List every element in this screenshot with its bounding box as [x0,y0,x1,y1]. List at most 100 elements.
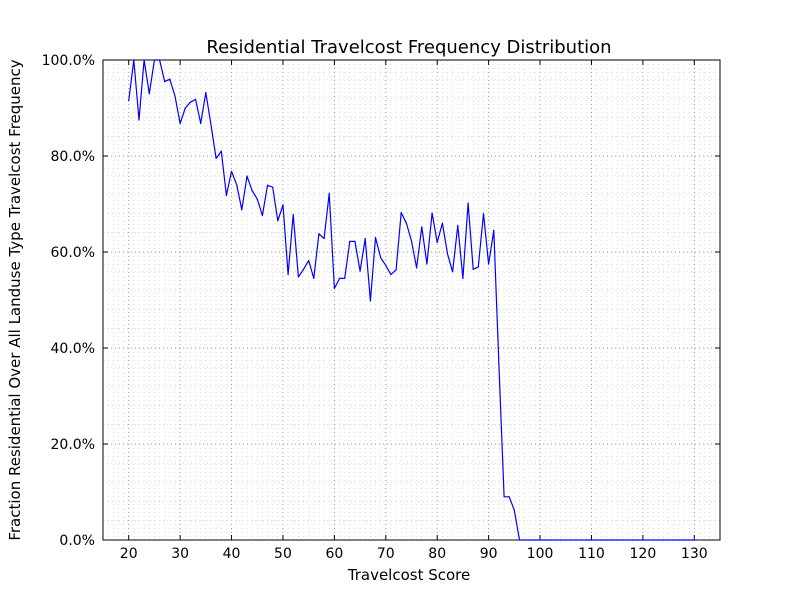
data-point [359,270,361,272]
data-point [328,192,330,195]
data-point [436,241,438,243]
data-point [210,124,212,126]
data-point [529,539,531,541]
data-point [380,257,382,259]
data-point [673,539,675,541]
y-tick-label: 0.0% [59,533,95,549]
data-point [585,539,587,541]
x-tick-label: 120 [630,546,657,562]
data-point [225,194,227,196]
data-point [467,202,469,204]
data-point [133,59,135,61]
data-point [318,233,320,235]
data-point [457,225,459,227]
data-point [606,539,608,541]
data-point [416,267,418,269]
data-point [323,237,325,240]
data-point [503,496,505,498]
data-point [626,539,629,541]
data-point [477,266,479,268]
data-point [421,226,423,228]
data-point [158,59,161,61]
data-point [143,59,145,61]
data-point [565,539,567,541]
data-point [560,539,562,541]
data-point [544,539,546,541]
data-point [596,539,598,541]
data-point [539,539,541,541]
data-point [184,107,186,109]
data-point [631,539,634,541]
data-point [611,539,613,541]
data-point [194,98,197,100]
data-point [395,269,397,271]
data-point [441,222,443,224]
data-point [153,59,156,61]
x-tick-label: 90 [480,546,498,562]
data-point [374,237,377,239]
data-point [405,222,407,224]
data-point [452,271,454,273]
data-point [616,539,618,541]
data-point [446,253,449,255]
data-point [189,101,192,103]
x-tick-label: 30 [171,546,189,562]
data-point [508,496,510,498]
data-point [657,539,659,541]
y-tick-label: 40.0% [51,341,95,357]
y-tick-label: 20.0% [51,437,95,453]
data-point [313,277,315,279]
data-point [164,81,166,83]
data-point [230,170,233,172]
data-point [482,213,485,215]
data-point [590,539,593,541]
plot-area-frame [102,59,721,541]
data-point [236,184,238,186]
data-point [369,300,371,302]
data-point [652,539,654,541]
data-point [642,539,644,541]
data-point [554,539,557,541]
x-tick-label: 60 [325,546,343,562]
data-point [426,263,428,265]
data-point [333,287,335,290]
y-axis-label: Fraction Residential Over All Landuse Ty… [6,59,24,540]
y-tick-label: 100.0% [42,53,95,69]
data-point [349,240,351,243]
x-tick-label: 20 [120,546,138,562]
series-layer [128,59,695,541]
data-point [647,539,649,541]
data-point [205,92,207,94]
data-point [683,539,685,541]
data-point [400,212,402,214]
y-tick-label: 60.0% [51,245,95,261]
data-point [513,509,515,511]
x-tick-label: 50 [274,546,292,562]
data-point [678,539,680,541]
x-tick-label: 40 [223,546,241,562]
data-point [493,229,495,231]
data-point [179,122,181,124]
data-point [215,157,217,159]
data-point [128,100,130,102]
data-point [292,213,294,216]
data-point [621,539,623,541]
data-point [549,539,551,541]
data-point [462,277,464,279]
data-point [297,276,299,278]
data-point [688,539,690,541]
data-point [385,264,387,267]
chart-title: Residential Travelcost Frequency Distrib… [206,37,611,58]
grid [103,60,720,540]
data-point [498,363,500,365]
data-point [518,539,521,541]
data-point [637,539,639,541]
axis-ticks: 20 30 40 50 60 70 80 90 100 110 120 130 0.0% 20.0% 40.… [42,53,720,562]
data-point [282,204,284,206]
data-point [344,277,346,279]
data-point [277,220,279,222]
data-point [601,539,603,541]
x-axis-label: Travelcost Score [347,566,471,584]
data-point [534,539,536,541]
data-point [354,240,356,243]
